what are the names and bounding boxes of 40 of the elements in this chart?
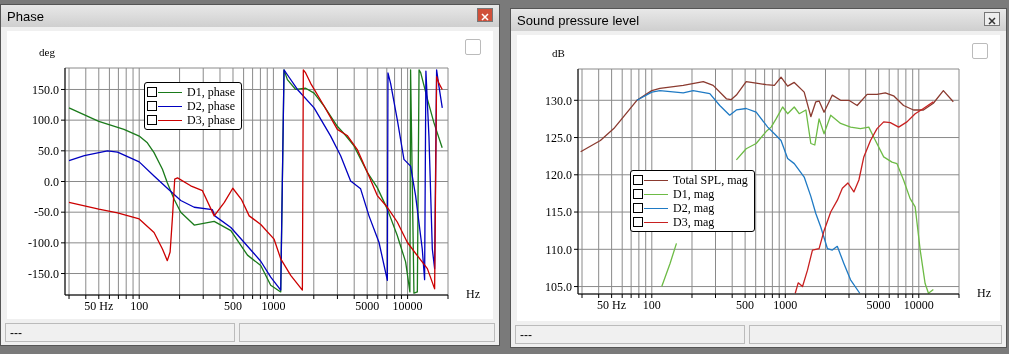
y-tick-label: 150.0: [32, 82, 59, 97]
legend-label: D3, mag: [673, 215, 715, 229]
text: ---: [5, 323, 235, 342]
y-tick-label: -100.0: [28, 236, 59, 251]
x-tick-label: 500: [736, 297, 755, 312]
x-tick-label: 5000: [866, 297, 891, 312]
x-tick-label: 10000: [392, 298, 423, 313]
x-tick-label: 1000: [261, 298, 286, 313]
y-axis-title: dB: [552, 47, 565, 59]
y-tick-label: 0.0: [44, 174, 59, 189]
legend-label: D1, phase: [187, 85, 235, 99]
legend-label: D3, phase: [187, 113, 235, 127]
y-tick-label: 100.0: [32, 113, 59, 128]
x-tick-label: 50 Hz: [597, 297, 627, 312]
legend-label: D2, mag: [673, 201, 715, 215]
x-tick-label: 500: [224, 298, 242, 313]
y-tick-label: 125.0: [545, 130, 572, 145]
legend-label: Total SPL, mag: [673, 173, 748, 187]
y-tick-label: 50.0: [38, 144, 59, 159]
x-axis-title: Hz: [977, 286, 991, 301]
y-tick-label: 130.0: [545, 93, 572, 108]
x-axis-title: Hz: [466, 287, 480, 302]
y-axis-title: deg: [39, 46, 55, 58]
x-tick-label: 10000: [903, 297, 934, 312]
y-tick-label: 115.0: [545, 205, 572, 220]
y-tick-label: -50.0: [34, 205, 59, 220]
legend-label: D2, phase: [187, 99, 235, 113]
chart-title: Sound pressure level: [517, 13, 640, 28]
x-tick-label: 100: [130, 298, 149, 313]
x-tick-label: 5000: [355, 298, 380, 313]
x-tick-label: 1000: [773, 297, 798, 312]
y-tick-label: -150.0: [28, 266, 59, 281]
chart-title: Phase: [7, 9, 44, 24]
x-tick-label: 50 Hz: [84, 298, 114, 313]
x-tick-label: 100: [642, 297, 661, 312]
text: ---: [515, 325, 745, 344]
y-tick-label: 120.0: [545, 168, 572, 183]
y-tick-label: 105.0: [545, 279, 572, 294]
legend-label: D1, mag: [673, 187, 715, 201]
y-tick-label: 110.0: [545, 242, 572, 257]
